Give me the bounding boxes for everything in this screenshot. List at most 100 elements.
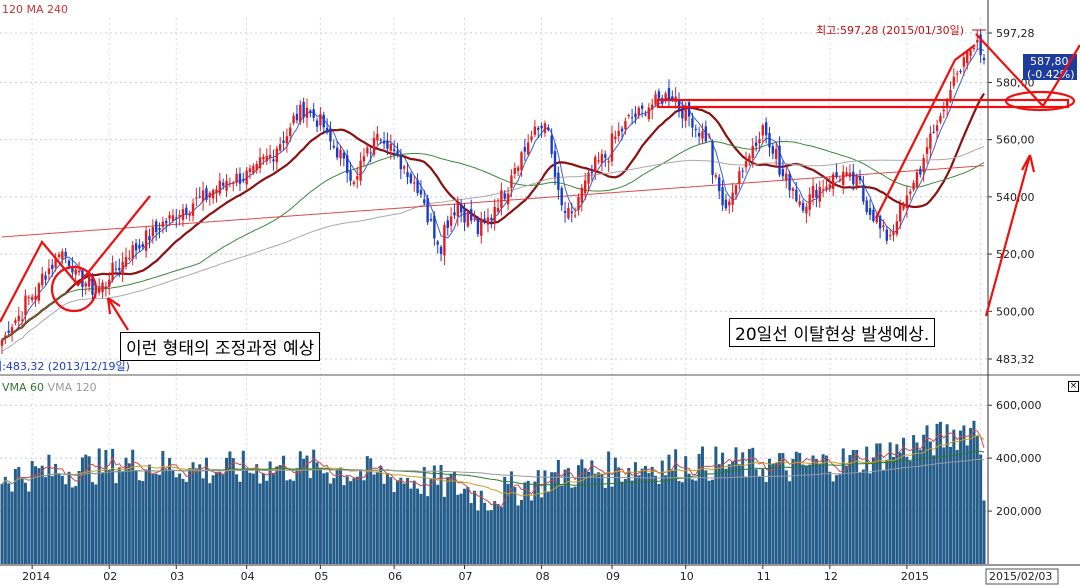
candle-body (811, 185, 815, 199)
volume-bar (892, 456, 896, 564)
candle-body (406, 171, 409, 178)
candle-body (205, 188, 208, 200)
candle-body (402, 166, 406, 169)
volume-bar (637, 475, 641, 564)
volume-bar (861, 469, 865, 564)
date-tick-label: 12 (824, 570, 838, 583)
candle-body (888, 235, 892, 237)
candle-body (530, 136, 533, 140)
volume-bar (67, 471, 71, 564)
volume-bar (158, 474, 162, 564)
arrow-head-left-2 (107, 297, 121, 307)
candle-body (456, 202, 460, 217)
candle-body (175, 217, 178, 219)
volume-bar (20, 477, 24, 564)
candle-body (778, 145, 781, 175)
candle-body (583, 180, 587, 194)
candle-body (108, 279, 111, 287)
support-band-rect (656, 98, 1070, 109)
candle-body (949, 90, 952, 102)
candle-body (104, 286, 108, 289)
volume-bar (198, 464, 202, 564)
candle-body (97, 287, 101, 293)
volume-bar (137, 480, 141, 564)
candle-body (681, 108, 684, 119)
candle-body (801, 202, 805, 211)
candle-body (955, 73, 959, 75)
volume-bar (503, 476, 507, 564)
candle-body (785, 173, 788, 181)
candle-body (362, 156, 366, 162)
candle-body (128, 257, 131, 260)
volume-bar (70, 487, 74, 564)
volume-bar (690, 479, 694, 564)
candle-body (959, 71, 962, 73)
candle-body (372, 137, 376, 155)
volume-bar (828, 471, 832, 564)
volume-bar (456, 494, 460, 564)
volume-bar (526, 480, 530, 564)
candle-body (560, 188, 563, 206)
volume-bar (479, 490, 483, 564)
candle-body (483, 218, 486, 220)
candle-body (71, 266, 74, 273)
volume-bar (677, 481, 681, 564)
candle-body (503, 193, 506, 199)
candle-body (506, 193, 510, 205)
candle-body (419, 189, 423, 195)
volume-bar (57, 473, 61, 564)
candle-body (258, 157, 262, 169)
volume-bar (94, 484, 98, 564)
volume-bar (543, 470, 547, 564)
candle-body (382, 140, 386, 144)
candle-body (543, 123, 547, 133)
candle-body (852, 171, 855, 185)
volume-bar (302, 458, 306, 564)
candle-body (413, 182, 416, 184)
candle-body (610, 133, 614, 162)
volume-bar (858, 472, 862, 564)
volume-bar (741, 452, 745, 564)
candle-body (855, 176, 858, 187)
volume-bar (97, 448, 101, 564)
volume-bar (546, 492, 550, 564)
volume-bar (942, 447, 946, 564)
volume-bar (13, 468, 17, 564)
candle-body (235, 173, 238, 183)
volume-bar (278, 465, 282, 564)
volume-bar (459, 493, 463, 564)
volume-bar (121, 471, 125, 564)
close-icon[interactable]: × (1068, 381, 1079, 392)
candle-body (500, 190, 503, 208)
volume-bar (375, 472, 379, 564)
volume-bar (781, 453, 785, 564)
volume-bar (188, 468, 192, 564)
candle-body (242, 178, 245, 180)
volume-bar (570, 487, 574, 564)
candle-body (577, 196, 580, 210)
volume-bar (111, 448, 115, 564)
candle-body (312, 109, 315, 118)
candle-body (620, 128, 624, 132)
candle-body (218, 180, 222, 194)
candle-body (550, 135, 553, 155)
volume-bar (530, 500, 534, 564)
candle-body (942, 109, 945, 112)
candle-body (691, 118, 694, 128)
candle-body (704, 126, 708, 142)
volume-bar (519, 500, 523, 564)
candle-body (919, 168, 922, 175)
candle-body (37, 283, 41, 301)
volume-bar (34, 466, 38, 564)
volume-bar (107, 469, 111, 564)
candle-body (553, 151, 557, 177)
current-change-label: (-0.42%) (1027, 68, 1075, 81)
candle-body (573, 215, 577, 217)
volume-bar (600, 474, 604, 564)
moving-average-lines (1, 48, 985, 352)
candle-body (148, 236, 151, 241)
price-tick-label: 597,28 (996, 27, 1035, 40)
candle-body (433, 215, 436, 239)
candle-body (614, 136, 617, 139)
date-tick-label: 02 (103, 570, 117, 583)
